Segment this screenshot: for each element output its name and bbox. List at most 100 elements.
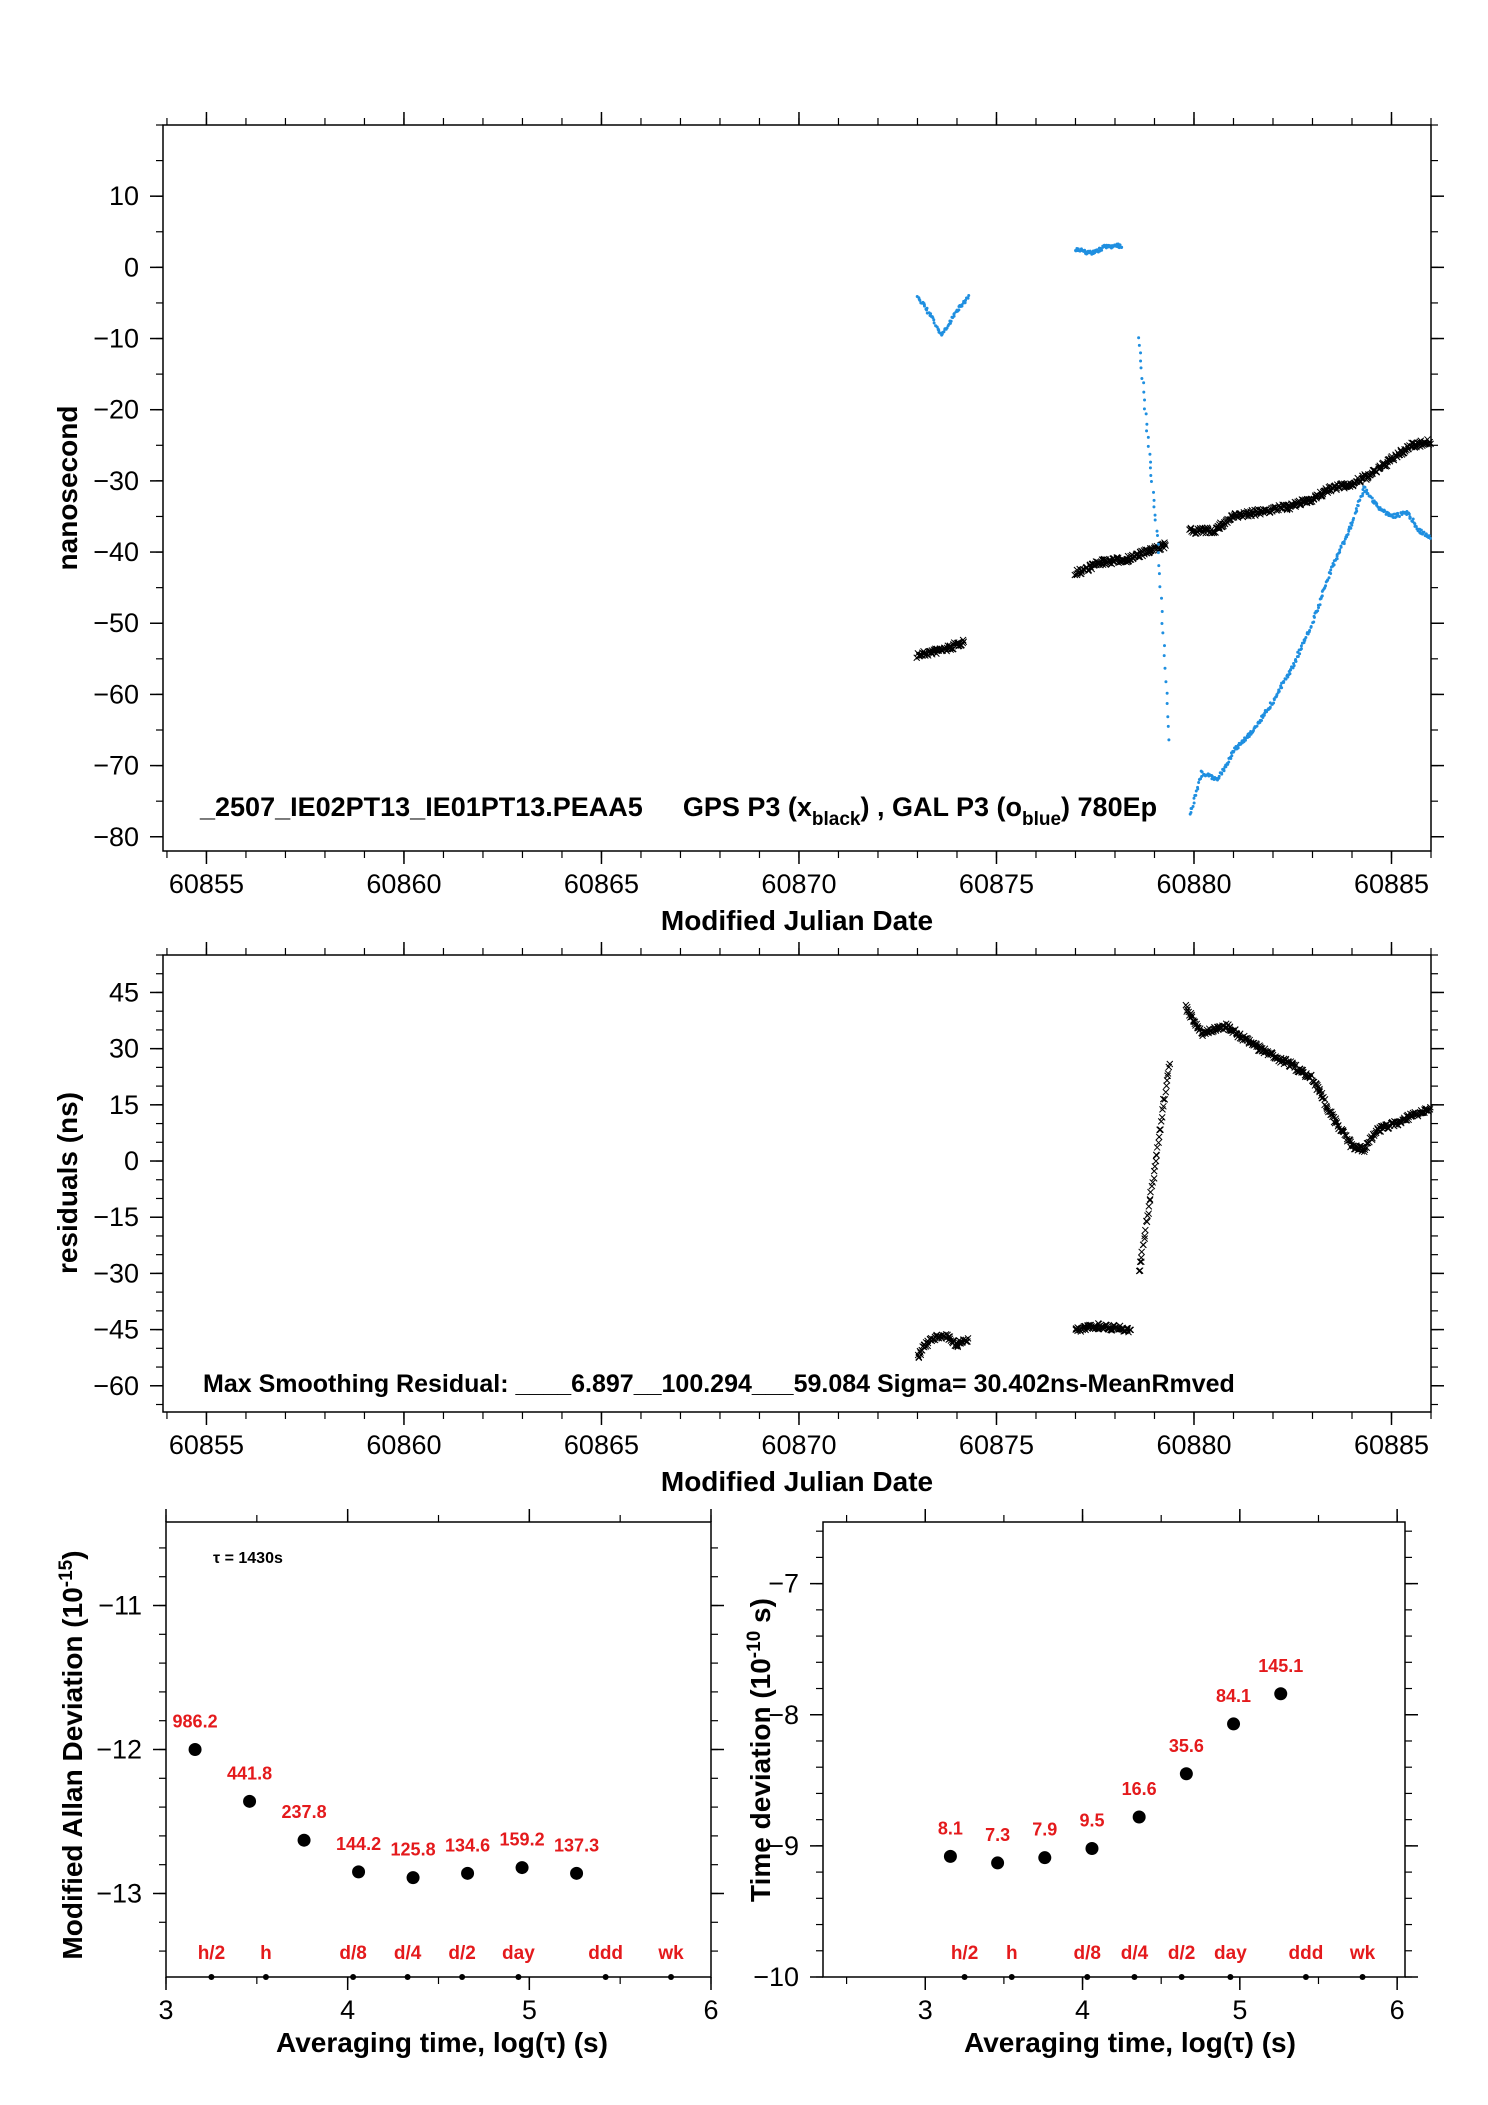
panel-allan-deviation: 3 4 5 6 −13 −12 −11 986.2 441.8 237.8 144.2 125.8… xyxy=(56,1509,724,2058)
x-tick-label: 60855 xyxy=(169,869,244,899)
data-point xyxy=(1132,1810,1146,1824)
data-point xyxy=(461,1866,475,1880)
y-tick-label: −9 xyxy=(768,1831,799,1861)
x-tick-label: 60865 xyxy=(564,1430,639,1460)
point-label: 35.6 xyxy=(1169,1736,1204,1756)
point-label: 237.8 xyxy=(282,1802,327,1822)
data-point xyxy=(943,1849,957,1863)
series-segment xyxy=(1186,436,1434,537)
y-axis: −60 −45 −30 −15 0 15 30 45 xyxy=(93,954,1444,1406)
y-tick-label: 30 xyxy=(109,1034,139,1064)
panel-residuals: 60855 60860 60865 60870 60875 60880 60885 −60−… xyxy=(52,942,1444,1497)
point-label: 986.2 xyxy=(173,1712,218,1732)
point-label: 137.3 xyxy=(554,1835,599,1855)
y-tick-label: −30 xyxy=(93,1258,139,1288)
x-tick-label: 60870 xyxy=(761,869,836,899)
y-axis: −80 −70 −60 −50 −40 −30 −20 −10 0 10 xyxy=(93,124,1444,852)
gps-legend: GPS P3 (x xyxy=(683,792,812,822)
y-axis-title-exp: -15 xyxy=(56,1559,77,1587)
point-label: 145.1 xyxy=(1258,1656,1303,1676)
interval-label: h/2 xyxy=(951,1943,978,1964)
data-point xyxy=(1227,1717,1241,1731)
gal-legend: ) , GAL P3 (o xyxy=(860,792,1022,822)
data-point xyxy=(1274,1687,1288,1701)
interval-label: ddd xyxy=(588,1943,623,1964)
x-tick-label: 6 xyxy=(1390,1995,1405,2025)
y-tick-label: −10 xyxy=(93,324,139,354)
x-tick-label: 60885 xyxy=(1354,869,1429,899)
data-point xyxy=(991,1856,1005,1870)
x-tick-label: 4 xyxy=(1075,1995,1090,2025)
interval-marker xyxy=(208,1974,215,1980)
y-tick-label: 15 xyxy=(109,1090,139,1120)
y-tick-label: −50 xyxy=(93,608,139,638)
data-point xyxy=(243,1794,257,1808)
plot-marks xyxy=(913,242,1434,816)
data-point xyxy=(297,1833,311,1847)
interval-marker xyxy=(1084,1974,1091,1980)
point-label: 16.6 xyxy=(1122,1779,1157,1799)
gps-series xyxy=(914,1001,1434,1362)
gal-legend-sub: blue xyxy=(1022,809,1061,830)
interval-marker xyxy=(350,1974,357,1980)
x-tick-label: 60870 xyxy=(761,1430,836,1460)
data-point xyxy=(188,1743,202,1756)
interval-label: d/2 xyxy=(1168,1943,1195,1964)
interval-label: wk xyxy=(1349,1943,1376,1964)
tau-annotation: τ = 1430s xyxy=(213,1550,283,1567)
x-axis-title: Averaging time, log(τ) (s) xyxy=(964,2027,1296,2058)
y-axis-title-exp: -10 xyxy=(744,1631,765,1658)
x-axis: 3 4 5 6 xyxy=(845,1509,1405,2025)
panel-time-deviation: 3 4 5 6 −10 −9 −8 −7 8.1 7.3 7.9 9.5 16.6 35.6 84.1 1… xyxy=(744,1509,1418,2058)
y-axis-title: Time deviation (10-10 s) xyxy=(744,1598,776,1902)
point-label: 125.8 xyxy=(391,1840,436,1860)
interval-label: d/8 xyxy=(1074,1943,1101,1964)
data-point xyxy=(406,1871,420,1885)
point-label: 144.2 xyxy=(336,1834,381,1854)
y-tick-label: −20 xyxy=(93,395,139,425)
data-point xyxy=(352,1865,366,1879)
x-tick-label: 4 xyxy=(340,1995,355,2025)
interval-marker xyxy=(262,1974,269,1980)
point-label: 7.3 xyxy=(985,1825,1010,1845)
y-tick-label: 10 xyxy=(109,181,139,211)
plot-frame xyxy=(162,954,1432,1413)
point-label: 7.9 xyxy=(1032,1820,1057,1840)
interval-marker xyxy=(961,1974,968,1980)
interval-label: h xyxy=(1006,1943,1018,1964)
x-axis-title: Modified Julian Date xyxy=(661,1466,933,1497)
y-tick-label: −8 xyxy=(768,1700,799,1730)
point-label: 84.1 xyxy=(1216,1686,1251,1706)
interval-marker xyxy=(1227,1974,1234,1980)
interval-label: h xyxy=(260,1943,272,1964)
y-tick-label: −60 xyxy=(93,679,139,709)
series-segment xyxy=(1072,1320,1135,1336)
x-tick-label: 60865 xyxy=(564,869,639,899)
data-point xyxy=(515,1861,529,1875)
y-axis: −13 −12 −11 xyxy=(96,1547,724,1952)
x-tick-label: 60860 xyxy=(366,869,441,899)
y-tick-label: −7 xyxy=(768,1569,799,1599)
point-label: 9.5 xyxy=(1079,1810,1104,1830)
x-tick-label: 5 xyxy=(1232,1995,1247,2025)
plot-frame xyxy=(822,1521,1406,1978)
y-axis-title-main: Time deviation (10 xyxy=(745,1658,776,1902)
series-segment xyxy=(1137,336,1171,742)
x-axis: 60855 60860 60865 60870 60875 60880 60885 xyxy=(166,112,1432,899)
y-tick-label: −10 xyxy=(753,1962,799,1992)
x-tick-label: 60875 xyxy=(959,869,1034,899)
y-tick-label: 45 xyxy=(109,977,139,1007)
series-segment xyxy=(913,636,968,662)
x-tick-label: 60875 xyxy=(959,1430,1034,1460)
x-axis: 3 4 5 6 xyxy=(158,1509,719,2025)
y-tick-label: −15 xyxy=(93,1202,139,1232)
data-point xyxy=(1179,1767,1193,1781)
interval-marker xyxy=(459,1974,466,1980)
dataset-id: _2507_IE02PT13_IE01PT13.PEAA5 xyxy=(199,792,643,822)
y-tick-label: −60 xyxy=(93,1371,139,1401)
x-tick-label: 60880 xyxy=(1156,869,1231,899)
y-axis-title: nanosecond xyxy=(52,406,83,571)
y-tick-label: −70 xyxy=(93,751,139,781)
x-tick-label: 6 xyxy=(703,1995,718,2025)
interval-label: h/2 xyxy=(198,1943,225,1964)
